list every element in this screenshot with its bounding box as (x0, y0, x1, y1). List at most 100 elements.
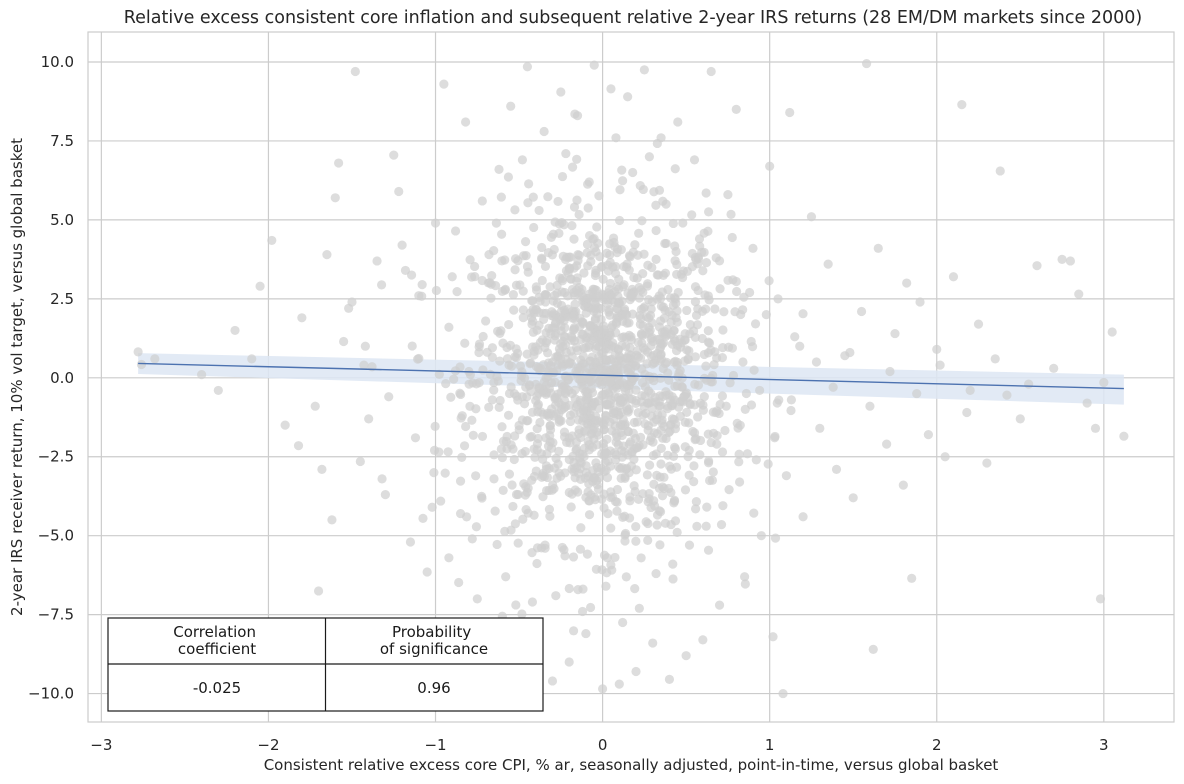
scatter-point (584, 440, 594, 450)
scatter-point (547, 250, 557, 260)
scatter-point (492, 371, 502, 382)
scatter-point (447, 272, 457, 282)
scatter-point (576, 398, 586, 408)
scatter-point (720, 425, 730, 436)
scatter-point (692, 320, 703, 330)
scatter-point (684, 470, 694, 480)
scatter-point (690, 297, 701, 307)
scatter-point (622, 353, 632, 363)
scatter-point (317, 464, 327, 474)
scatter-point (598, 274, 608, 284)
scatter-point (643, 535, 653, 546)
points-layer (133, 58, 1129, 699)
scatter-point (670, 336, 680, 346)
scatter-point (629, 417, 639, 428)
scatter-point (539, 126, 549, 137)
scatter-point (612, 244, 623, 254)
scatter-point (597, 565, 607, 575)
scatter-point (556, 471, 566, 481)
scatter-point (643, 518, 653, 529)
scatter-point (628, 309, 638, 319)
scatter-point (574, 250, 584, 261)
scatter-point (584, 510, 595, 520)
scatter-point (601, 581, 611, 591)
scatter-point (522, 261, 533, 272)
scatter-point (230, 325, 240, 336)
scatter-point (462, 512, 472, 522)
scatter-point (704, 295, 714, 305)
scatter-point (703, 337, 713, 347)
scatter-point (583, 388, 593, 398)
scatter-point (770, 533, 781, 543)
scatter-point (413, 354, 423, 364)
scatter-point (556, 87, 566, 97)
scatter-point (377, 474, 387, 484)
scatter-point (668, 559, 678, 569)
scatter-point (902, 278, 912, 288)
x-tick-label: 0 (598, 736, 608, 754)
scatter-point (655, 316, 666, 326)
scatter-point (656, 301, 667, 311)
scatter-point (655, 540, 665, 550)
scatter-point (471, 471, 481, 481)
scatter-point (657, 491, 668, 501)
scatter-point (798, 309, 808, 319)
scatter-point (561, 384, 571, 394)
scatter-point (585, 602, 596, 613)
scatter-point (528, 296, 538, 306)
scatter-point (545, 511, 555, 521)
scatter-point (868, 644, 878, 654)
scatter-point (719, 307, 729, 317)
scatter-point (443, 447, 453, 457)
scatter-point (611, 262, 621, 272)
scatter-point (582, 248, 592, 258)
scatter-point (477, 275, 487, 286)
scatter-point (645, 310, 656, 320)
scatter-point (644, 152, 654, 162)
scatter-point (624, 439, 634, 449)
scatter-point (764, 276, 774, 286)
scatter-point (546, 232, 556, 242)
scatter-point (508, 501, 518, 512)
scatter-point (568, 626, 579, 636)
scatter-point (517, 609, 527, 619)
scatter-point (664, 674, 675, 684)
scatter-point (472, 594, 482, 604)
scatter-point (578, 405, 588, 415)
scatter-point (940, 452, 950, 462)
scatter-point (327, 515, 337, 525)
scatter-point (504, 319, 514, 330)
scatter-point (494, 164, 504, 174)
scatter-point (431, 285, 441, 296)
scatter-point (671, 346, 682, 356)
scatter-point (541, 338, 551, 348)
scatter-point (489, 245, 499, 256)
scatter-point (606, 84, 616, 94)
scatter-point (663, 450, 673, 460)
scatter-point (672, 306, 682, 316)
scatter-point (599, 425, 609, 435)
scatter-point (470, 272, 480, 282)
scatter-point (728, 370, 739, 381)
scatter-point (648, 350, 659, 360)
scatter-point (524, 179, 534, 189)
scatter-point (731, 276, 741, 287)
scatter-point (856, 306, 867, 317)
scatter-point (574, 374, 584, 384)
scatter-point (698, 635, 708, 645)
scatter-point (583, 261, 593, 271)
scatter-point (714, 600, 725, 610)
scatter-point (567, 221, 577, 231)
scatter-point (995, 166, 1005, 176)
scatter-point (597, 380, 607, 390)
scatter-point (651, 568, 661, 579)
scatter-point (811, 357, 822, 367)
scatter-point (606, 395, 616, 405)
scatter-point (487, 271, 497, 281)
scatter-point (460, 338, 470, 348)
scatter-point (330, 193, 340, 203)
scatter-point (669, 495, 680, 505)
scatter-point (654, 397, 664, 407)
scatter-point (1049, 363, 1059, 373)
scatter-point (535, 365, 545, 376)
